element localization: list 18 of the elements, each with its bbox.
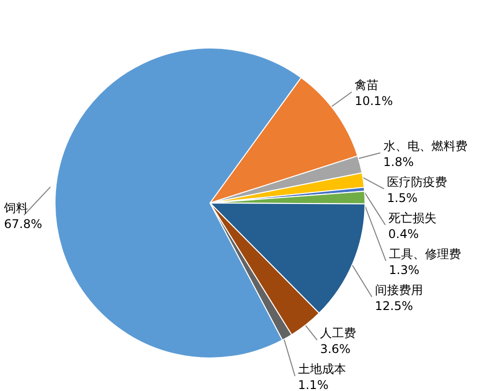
- data-label: 67.8%: [4, 217, 42, 232]
- data-label: 1.5%: [387, 190, 418, 205]
- data-label: 10.1%: [354, 94, 393, 108]
- data-label: 1.8%: [383, 154, 414, 169]
- slice-label: 间接费用: [374, 282, 423, 297]
- slice-label: 工具、修理费: [388, 246, 461, 261]
- data-label: 1.1%: [298, 378, 328, 391]
- data-label: 1.3%: [388, 262, 420, 277]
- slice-label: 医疗防疫费: [387, 174, 448, 189]
- data-label: 0.4%: [388, 226, 419, 241]
- slice-label: 水、电、燃料费: [383, 138, 468, 153]
- slice-label: 死亡损失: [388, 210, 436, 225]
- slice-label: 禽苗: [354, 78, 379, 92]
- slice-label: 人工费: [320, 326, 356, 340]
- data-label: 3.6%: [320, 342, 351, 356]
- slice-label: 饲料: [3, 201, 28, 216]
- slice-label: 土地成本: [298, 362, 346, 376]
- data-label: 12.5%: [374, 298, 414, 313]
